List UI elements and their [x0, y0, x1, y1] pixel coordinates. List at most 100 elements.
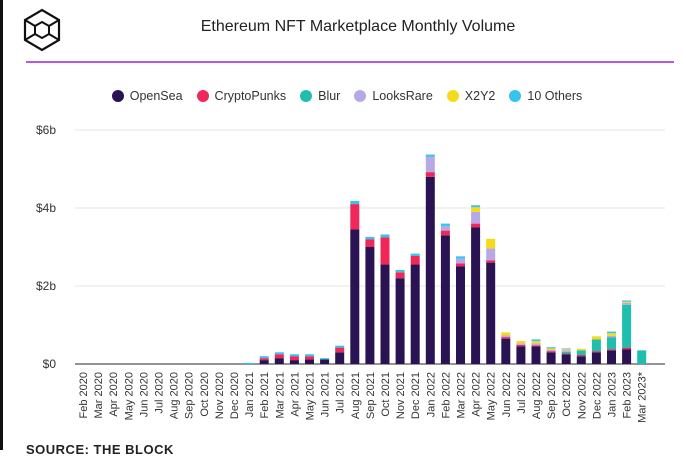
bar-segment-x2y2[interactable] — [486, 238, 496, 249]
bar-segment-opensea[interactable] — [622, 349, 632, 364]
bar-segment-opensea[interactable] — [591, 352, 601, 364]
bar-segment-10-others[interactable] — [531, 339, 541, 341]
bar-segment-blur[interactable] — [607, 337, 616, 350]
bar-segment-10-others[interactable] — [607, 331, 616, 334]
bar-segment-10-others[interactable] — [561, 348, 571, 350]
bar-segment-x2y2[interactable] — [501, 332, 511, 336]
bar-segment-looksrare[interactable] — [516, 343, 526, 345]
bar-segment-10-others[interactable] — [456, 256, 465, 259]
bar-segment-x2y2[interactable] — [576, 348, 586, 351]
bar-segment-cryptopunks[interactable] — [591, 351, 601, 353]
bar-segment-10-others[interactable] — [546, 347, 556, 349]
bar-segment-cryptopunks[interactable] — [259, 358, 269, 361]
bar-segment-10-others[interactable] — [440, 223, 450, 226]
bar-segment-opensea[interactable] — [456, 266, 465, 365]
bar-segment-cryptopunks[interactable] — [274, 354, 284, 359]
bar-segment-10-others[interactable] — [410, 253, 420, 256]
bar-segment-opensea[interactable] — [274, 358, 284, 364]
bar-segment-opensea[interactable] — [440, 235, 450, 364]
bar-segment-opensea[interactable] — [531, 346, 541, 364]
bar-segment-x2y2[interactable] — [591, 336, 601, 340]
bar-segment-10-others[interactable] — [274, 352, 284, 355]
bar-segment-opensea[interactable] — [425, 176, 435, 364]
bar-segment-opensea[interactable] — [380, 264, 390, 364]
bar-segment-opensea[interactable] — [395, 278, 405, 364]
bar-segment-10-others[interactable] — [395, 270, 405, 273]
bar-segment-opensea[interactable] — [289, 360, 299, 364]
bar-segment-10-others[interactable] — [365, 236, 375, 240]
bar-segment-cryptopunks[interactable] — [380, 237, 390, 265]
bar-segment-cryptopunks[interactable] — [395, 272, 405, 279]
bar-segment-blur[interactable] — [622, 304, 632, 348]
legend-item-looksrare[interactable]: LooksRare — [354, 89, 433, 103]
bar-segment-cryptopunks[interactable] — [410, 255, 420, 265]
bar-segment-opensea[interactable] — [305, 359, 314, 364]
bar-segment-looksrare[interactable] — [531, 343, 541, 346]
bar-segment-opensea[interactable] — [350, 229, 360, 364]
bar-segment-10-others[interactable] — [622, 300, 632, 302]
bar-segment-cryptopunks[interactable] — [305, 356, 314, 360]
bar-segment-looksrare[interactable] — [501, 335, 511, 338]
bar-segment-looksrare[interactable] — [561, 350, 571, 352]
bar-segment-opensea[interactable] — [516, 346, 526, 364]
bar-segment-cryptopunks[interactable] — [622, 347, 632, 350]
bar-segment-opensea[interactable] — [546, 352, 556, 364]
bar-segment-opensea[interactable] — [471, 227, 481, 365]
bar-segment-looksrare[interactable] — [425, 156, 435, 173]
bar-segment-cryptopunks[interactable] — [516, 344, 526, 347]
bar-segment-cryptopunks[interactable] — [335, 347, 345, 353]
bar-segment-x2y2[interactable] — [546, 348, 556, 350]
bar-segment-blur[interactable] — [637, 350, 647, 364]
bar-segment-looksrare[interactable] — [486, 248, 496, 261]
bar-segment-cryptopunks[interactable] — [576, 355, 586, 357]
bar-segment-looksrare[interactable] — [546, 349, 556, 352]
bar-segment-opensea[interactable] — [259, 360, 269, 364]
bar-segment-10-others[interactable] — [350, 200, 360, 205]
bar-segment-cryptopunks[interactable] — [440, 230, 450, 236]
bar-segment-cryptopunks[interactable] — [501, 337, 511, 339]
bar-segment-x2y2[interactable] — [622, 301, 632, 303]
bar-segment-cryptopunks[interactable] — [365, 239, 375, 247]
bar-segment-10-others[interactable] — [320, 358, 330, 360]
bar-segment-x2y2[interactable] — [531, 340, 541, 344]
bar-segment-cryptopunks[interactable] — [531, 345, 541, 347]
bar-segment-cryptopunks[interactable] — [471, 223, 481, 228]
bar-segment-looksrare[interactable] — [471, 211, 481, 224]
bar-segment-10-others[interactable] — [380, 234, 390, 238]
bar-segment-cryptopunks[interactable] — [561, 353, 571, 355]
bar-segment-looksrare[interactable] — [607, 335, 616, 338]
legend-item-10-others[interactable]: 10 Others — [509, 89, 582, 103]
bar-segment-10-others[interactable] — [425, 154, 435, 157]
bar-segment-looksrare[interactable] — [440, 225, 450, 231]
legend-item-cryptopunks[interactable]: CryptoPunks — [196, 89, 286, 103]
bar-segment-cryptopunks[interactable] — [425, 172, 435, 177]
bar-segment-opensea[interactable] — [486, 262, 496, 364]
legend-item-opensea[interactable]: OpenSea — [111, 89, 183, 103]
bar-segment-x2y2[interactable] — [471, 207, 481, 212]
bar-segment-cryptopunks[interactable] — [289, 356, 299, 361]
bar-segment-blur[interactable] — [561, 351, 571, 354]
bar-segment-10-others[interactable] — [289, 354, 299, 357]
bar-segment-cryptopunks[interactable] — [486, 260, 496, 263]
bar-segment-10-others[interactable] — [259, 356, 269, 359]
bar-segment-blur[interactable] — [576, 350, 586, 356]
bar-segment-opensea[interactable] — [320, 359, 330, 364]
bar-segment-opensea[interactable] — [561, 354, 571, 364]
bar-segment-x2y2[interactable] — [516, 340, 526, 344]
bar-segment-blur[interactable] — [591, 339, 601, 352]
bar-segment-opensea[interactable] — [365, 247, 375, 364]
bar-segment-looksrare[interactable] — [456, 258, 465, 264]
bar-segment-opensea[interactable] — [576, 356, 586, 364]
bar-segment-10-others[interactable] — [471, 205, 481, 208]
bar-segment-opensea[interactable] — [410, 264, 420, 364]
legend-item-x2y2[interactable]: X2Y2 — [446, 89, 495, 103]
bar-segment-cryptopunks[interactable] — [607, 349, 616, 351]
bar-segment-looksrare[interactable] — [622, 302, 632, 305]
bar-segment-cryptopunks[interactable] — [456, 263, 465, 267]
bar-segment-cryptopunks[interactable] — [350, 204, 360, 230]
bar-segment-10-others[interactable] — [244, 362, 254, 364]
bar-segment-x2y2[interactable] — [607, 333, 616, 336]
bar-segment-cryptopunks[interactable] — [546, 351, 556, 353]
legend-item-blur[interactable]: Blur — [300, 89, 340, 103]
bar-segment-opensea[interactable] — [335, 352, 345, 364]
